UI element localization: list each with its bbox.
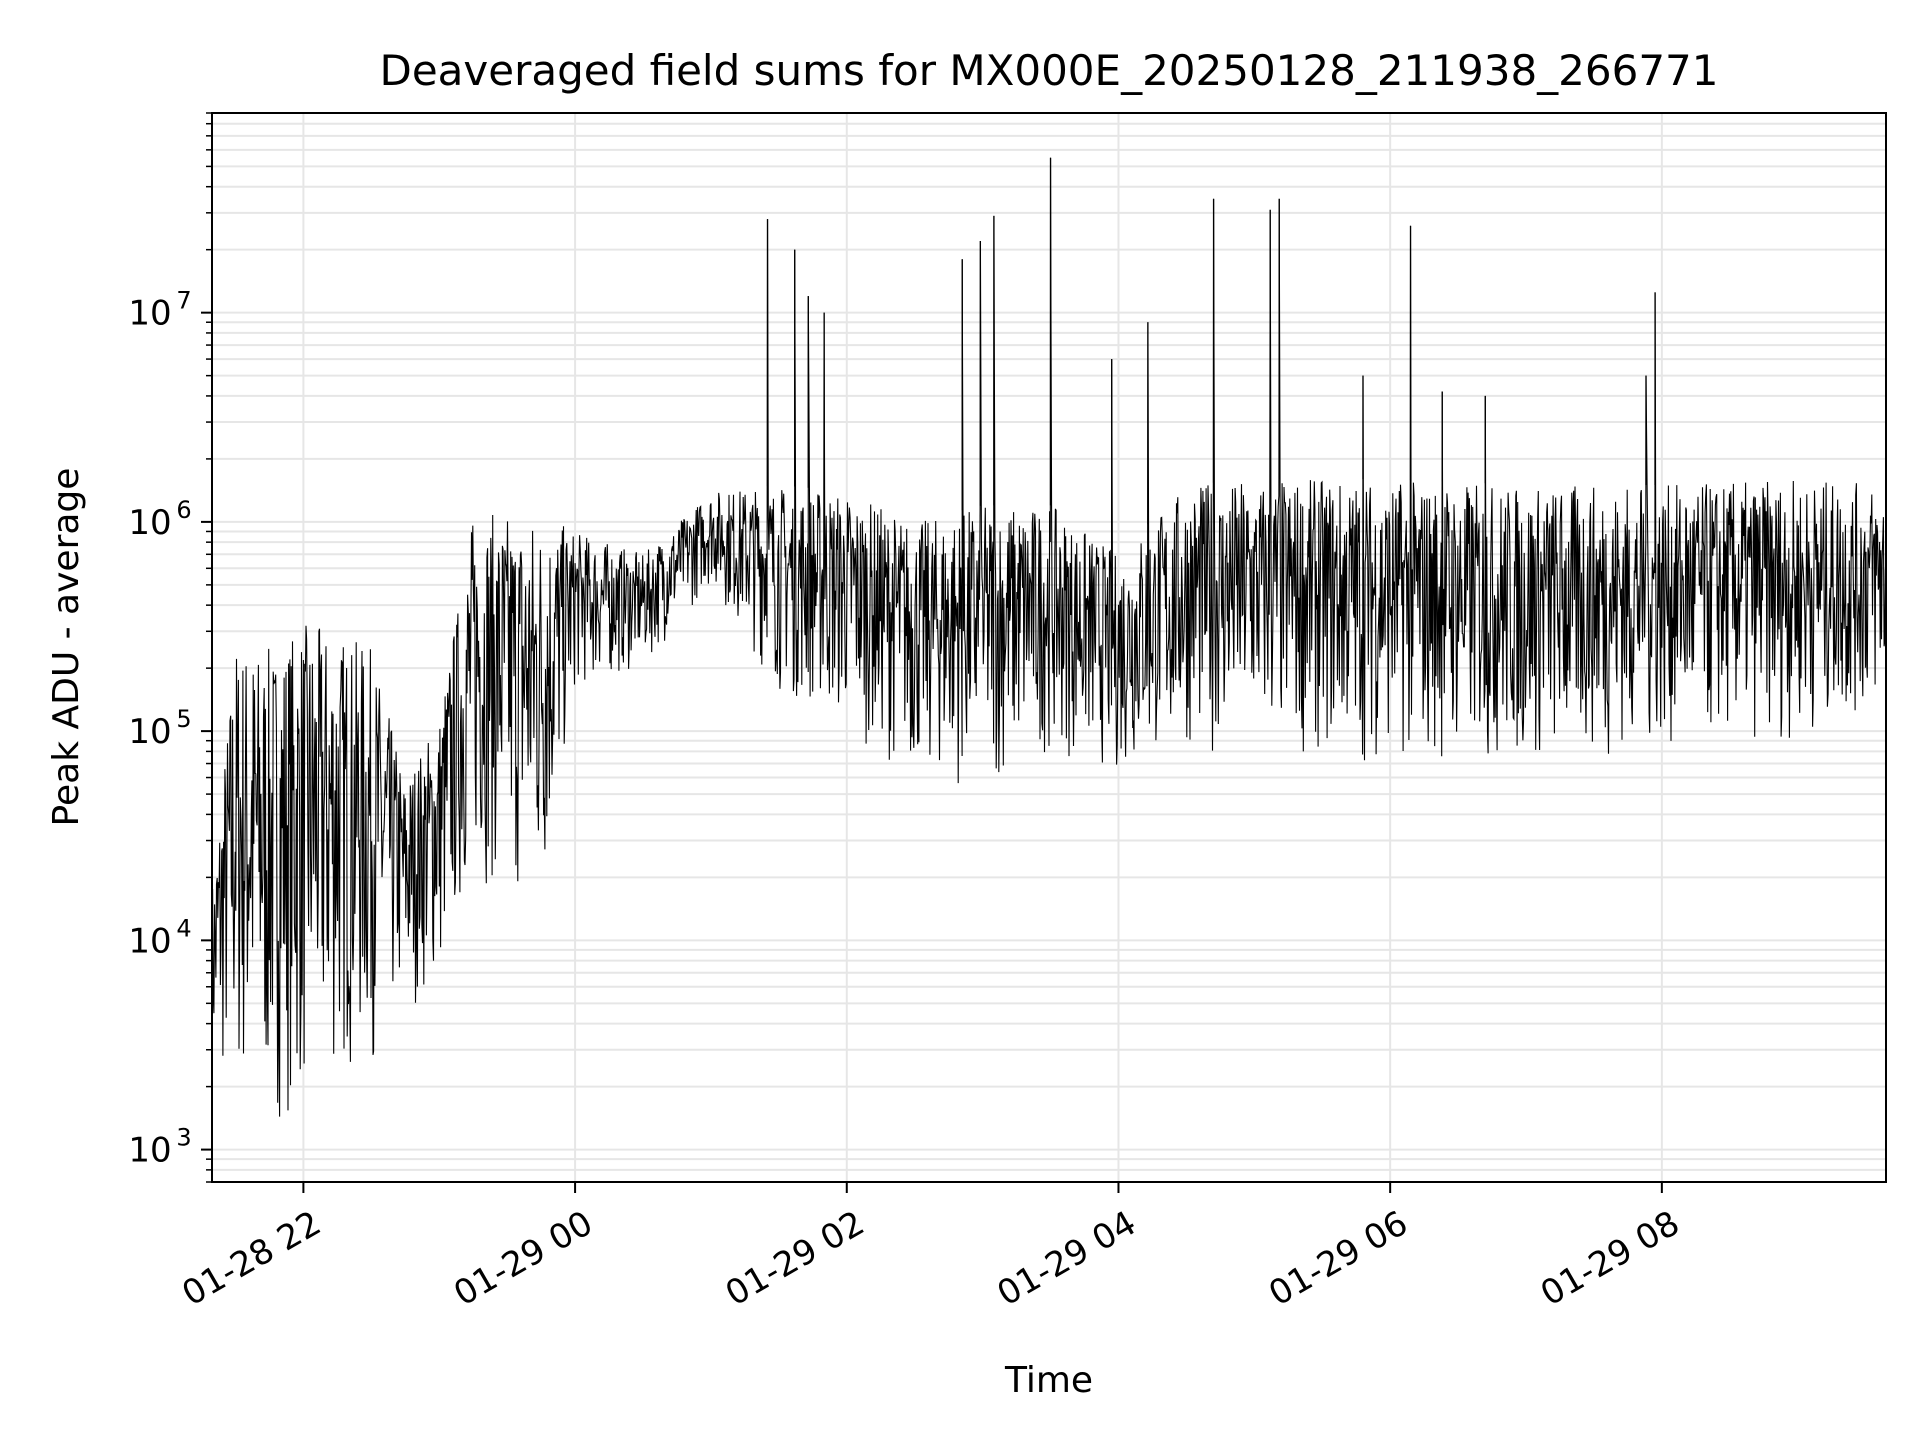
y-tick-exponent: 7: [176, 287, 191, 315]
series-line: [211, 157, 1887, 1117]
y-tick-label: 10: [128, 503, 171, 543]
y-tick-exponent: 6: [176, 496, 191, 524]
plot-frame: [211, 112, 1887, 1183]
y-tick-exponent: 4: [176, 914, 191, 942]
y-tick-label: 10: [128, 921, 171, 961]
y-axis-label: Peak ADU - average: [46, 468, 87, 827]
y-tick-exponent: 3: [176, 1124, 191, 1152]
y-tick-label: 10: [128, 712, 171, 752]
y-tick-label: 10: [128, 1131, 171, 1171]
plot-area: [211, 157, 1887, 1117]
y-tick-label: 10: [128, 294, 171, 334]
chart-title: Deaveraged field sums for MX000E_2025012…: [380, 46, 1719, 95]
x-axis-label: Time: [1004, 1360, 1093, 1401]
y-tick-exponent: 5: [176, 705, 191, 733]
